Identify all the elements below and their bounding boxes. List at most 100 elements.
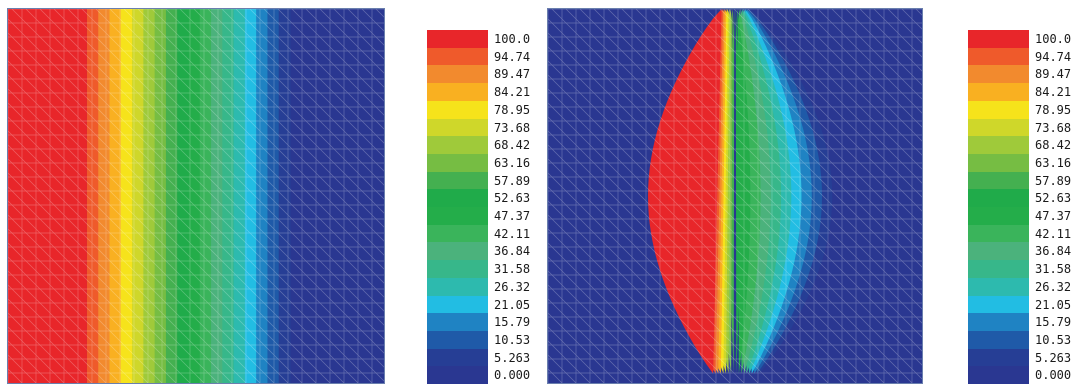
- legend-swatch: [427, 65, 488, 84]
- legend-swatch: [968, 171, 1029, 190]
- legend-swatch: [427, 47, 488, 66]
- legend-label: 57.89: [1035, 173, 1072, 188]
- legend-label: 73.68: [1035, 120, 1072, 135]
- contour-plot-uniform: [7, 8, 385, 384]
- contour-band: [154, 9, 167, 383]
- legend-label: 73.68: [494, 120, 531, 135]
- legend-swatch: [427, 348, 488, 367]
- legend-swatch: [968, 118, 1029, 137]
- legend-label: 84.21: [1035, 85, 1072, 100]
- legend-label: 42.11: [494, 226, 531, 241]
- legend-swatch: [427, 366, 488, 385]
- legend-swatch: [427, 260, 488, 279]
- contour-band: [278, 9, 291, 383]
- legend-swatch: [968, 260, 1029, 279]
- legend-label: 47.37: [494, 209, 531, 223]
- background-region: [548, 9, 922, 383]
- legend-swatch: [427, 153, 488, 172]
- contour-band: [256, 9, 269, 383]
- legend-label: 94.74: [1035, 49, 1072, 64]
- legend-swatch: [968, 100, 1029, 119]
- legend-swatch: [968, 330, 1029, 349]
- legend-swatch: [427, 171, 488, 190]
- contour-band: [98, 9, 111, 383]
- legend-swatch: [968, 295, 1029, 314]
- legend-swatch: [427, 330, 488, 349]
- colorbar-legend-uniform: 100.0 94.74 89.47 84.21 78.95 73.68 68.42 63.16…: [427, 30, 537, 385]
- legend-swatch: [427, 189, 488, 208]
- legend-swatch: [427, 118, 488, 137]
- legend-swatch: [427, 313, 488, 332]
- legend-swatch: [427, 224, 488, 243]
- legend-swatch: [968, 277, 1029, 296]
- legend-swatch: [968, 313, 1029, 332]
- legend-swatch: [968, 30, 1029, 49]
- contour-band: [233, 9, 246, 383]
- legend-label: 89.47: [494, 67, 531, 82]
- legend-swatch: [427, 30, 488, 49]
- contour-band: [86, 9, 99, 383]
- contour-band: [222, 9, 235, 383]
- legend-swatch: [427, 136, 488, 155]
- contour-plot-bulging: [547, 8, 923, 384]
- legend-swatch: [968, 153, 1029, 172]
- contour-band: [120, 9, 133, 383]
- contour-band: [177, 9, 190, 383]
- legend-label: 15.79: [1035, 315, 1072, 330]
- mesh-overlay: [8, 9, 384, 383]
- legend-swatch: [968, 242, 1029, 261]
- legend-label: 21.05: [494, 297, 531, 312]
- legend-swatch: [968, 207, 1029, 226]
- legend-label: 21.05: [1035, 297, 1072, 312]
- legend-label: 52.63: [494, 191, 531, 206]
- legend-label: 0.000: [494, 368, 531, 383]
- legend-label: 31.58: [1035, 262, 1072, 277]
- legend-label: 100.0: [494, 32, 531, 46]
- legend-label: 63.16: [494, 155, 531, 170]
- legend-swatch: [968, 224, 1029, 243]
- legend-swatch: [427, 277, 488, 296]
- legend-swatch: [968, 83, 1029, 102]
- legend-swatch: [427, 207, 488, 226]
- legend-label: 36.84: [494, 244, 531, 259]
- contour-band: [165, 9, 178, 383]
- contour-band: [199, 9, 212, 383]
- legend-label: 10.53: [1035, 332, 1072, 347]
- legend-label: 36.84: [1035, 244, 1072, 259]
- legend-label: 47.37: [1035, 209, 1072, 223]
- legend-label: 68.42: [494, 138, 531, 153]
- legend-label: 15.79: [494, 315, 531, 330]
- legend-label: 26.32: [1035, 279, 1072, 294]
- band-max: [8, 9, 87, 383]
- legend-label: 57.89: [494, 173, 531, 188]
- colorbar-legend-bulging: 100.0 94.74 89.47 84.21 78.95 73.68 68.42 63.16…: [968, 30, 1076, 385]
- mesh-overlay: [548, 9, 922, 383]
- legend-label: 52.63: [1035, 191, 1072, 206]
- legend-label: 63.16: [1035, 155, 1072, 170]
- legend-label: 10.53: [494, 332, 531, 347]
- legend-label: 42.11: [1035, 226, 1072, 241]
- contour-plot-uniform-svg: [8, 9, 384, 383]
- contour-band: [735, 9, 741, 374]
- legend-label: 5.263: [494, 350, 531, 365]
- contour-band: [244, 9, 257, 383]
- mesh-lines: [8, 9, 384, 383]
- legend-swatch: [968, 136, 1029, 155]
- contour-band: [132, 9, 144, 383]
- legend-label: 26.32: [494, 279, 531, 294]
- mesh-lines: [548, 9, 922, 383]
- contour-plot-bulging-svg: [548, 9, 922, 383]
- legend-label: 0.000: [1035, 368, 1072, 383]
- legend-label: 78.95: [1035, 102, 1072, 117]
- legend-swatch: [968, 366, 1029, 385]
- contour-band: [267, 9, 280, 383]
- legend-swatch: [427, 295, 488, 314]
- contour-band: [188, 9, 201, 383]
- contour-band: [109, 9, 122, 383]
- contour-band: [737, 9, 751, 374]
- contour-band: [211, 9, 223, 383]
- contour-band: [648, 9, 722, 374]
- legend-swatch: [427, 100, 488, 119]
- legend-swatch: [968, 47, 1029, 66]
- legend-label: 31.58: [494, 262, 531, 277]
